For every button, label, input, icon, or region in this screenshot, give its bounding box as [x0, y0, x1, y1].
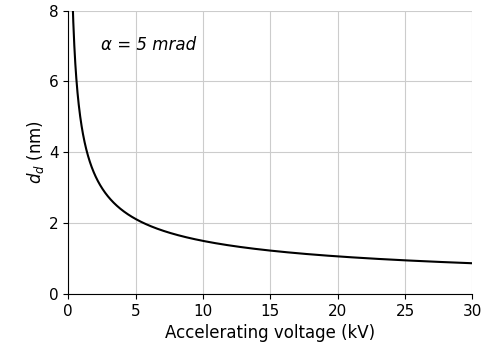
X-axis label: Accelerating voltage (kV): Accelerating voltage (kV): [165, 324, 375, 342]
Text: α = 5 mrad: α = 5 mrad: [100, 36, 196, 54]
Y-axis label: $d_d$ (nm): $d_d$ (nm): [25, 120, 46, 184]
